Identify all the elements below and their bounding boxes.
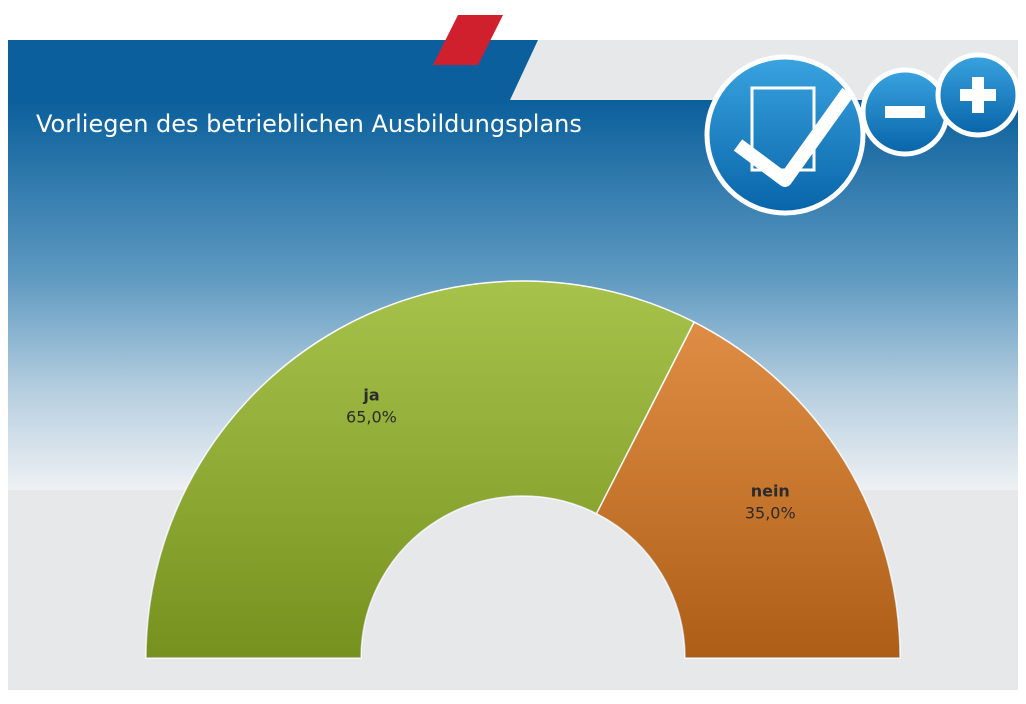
- header-accent: [433, 15, 503, 65]
- header-band: [8, 40, 538, 100]
- slice-label: nein: [751, 481, 790, 500]
- slice-value: 65,0%: [346, 408, 397, 427]
- slice-value: 35,0%: [745, 503, 796, 522]
- chart-title: Vorliegen des betrieblichen Ausbildungsp…: [36, 110, 582, 138]
- icon: [704, 52, 1021, 216]
- slice-label: ja: [362, 386, 379, 405]
